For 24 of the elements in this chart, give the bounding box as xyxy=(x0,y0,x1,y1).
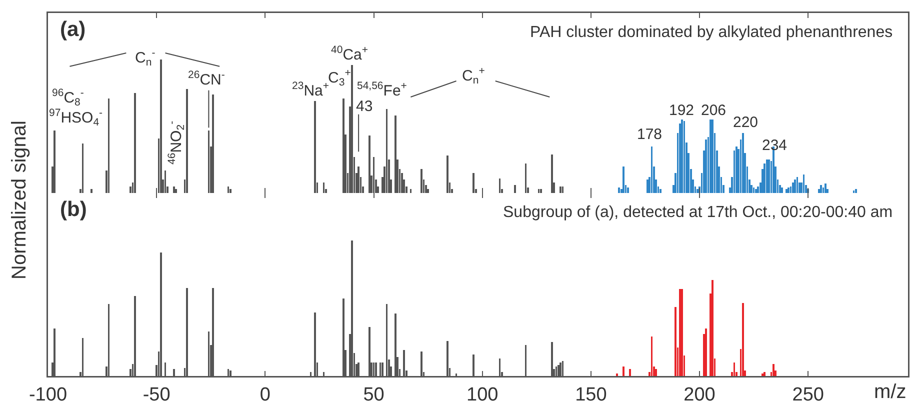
x-tick-label: -100 xyxy=(28,384,68,406)
x-tick-label: 150 xyxy=(575,384,607,406)
annotation: 192 xyxy=(669,102,694,119)
text: Subgroup of (a), detected at 17th Oct., 00:20-00:40 am xyxy=(503,204,893,221)
x-axis-title: m/z xyxy=(874,381,906,403)
x-tick-label: 50 xyxy=(363,384,384,406)
text: PAH cluster dominated by alkylated phenanthrenes xyxy=(530,24,893,41)
annotation: $^{54,56}$Fe$^{+}$ xyxy=(357,80,407,100)
x-tick-label: 0 xyxy=(260,384,270,406)
x-tick-label: 250 xyxy=(792,384,824,406)
annotation: $^{26}$CN$^{-}$ xyxy=(188,69,226,88)
annotation: $^{23}$Na$^{+}$ xyxy=(292,80,330,100)
annotation: 178 xyxy=(637,126,662,143)
x-tick-label: -50 xyxy=(142,384,170,406)
annotation: 220 xyxy=(733,114,758,131)
y-axis-title: Normalized signal xyxy=(8,120,32,280)
chart-title: (a) xyxy=(60,18,86,41)
annotation: 206 xyxy=(701,102,726,119)
annotation: 43 xyxy=(356,98,373,115)
x-tick-label: 200 xyxy=(684,384,716,406)
x-tick-label: 100 xyxy=(466,384,498,406)
chart-title: (b) xyxy=(60,198,87,221)
annotation: $^{40}$Ca$^{+}$ xyxy=(331,44,368,64)
annotation: 234 xyxy=(762,137,788,154)
